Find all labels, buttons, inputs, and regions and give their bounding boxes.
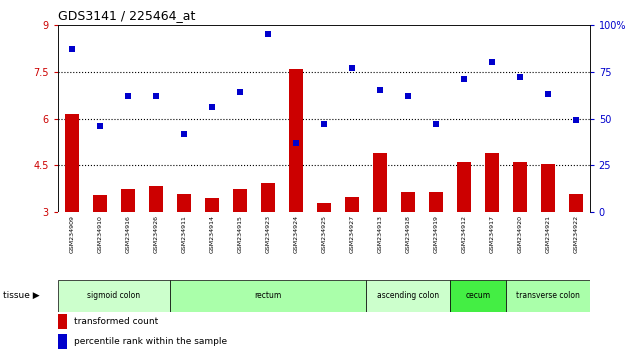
Point bbox=[458, 76, 469, 82]
Text: GSM234911: GSM234911 bbox=[181, 215, 186, 253]
Text: GSM234916: GSM234916 bbox=[125, 215, 130, 253]
Text: sigmoid colon: sigmoid colon bbox=[87, 291, 140, 300]
Text: GSM234914: GSM234914 bbox=[209, 215, 214, 253]
Text: GSM234926: GSM234926 bbox=[153, 215, 158, 253]
Point bbox=[319, 121, 329, 127]
Bar bbox=[58, 334, 67, 348]
Point bbox=[206, 104, 217, 110]
Bar bbox=[288, 69, 303, 212]
Point bbox=[179, 131, 189, 136]
Point bbox=[431, 121, 441, 127]
Text: GSM234915: GSM234915 bbox=[237, 215, 242, 253]
Bar bbox=[261, 183, 275, 212]
Bar bbox=[121, 189, 135, 212]
Point bbox=[67, 46, 77, 52]
Bar bbox=[317, 203, 331, 212]
Text: GSM234925: GSM234925 bbox=[321, 215, 326, 253]
Point bbox=[347, 65, 357, 71]
Text: GSM234912: GSM234912 bbox=[462, 215, 466, 253]
Point bbox=[374, 87, 385, 93]
Text: GSM234920: GSM234920 bbox=[517, 215, 522, 253]
Bar bbox=[170, 280, 366, 312]
Bar bbox=[513, 162, 527, 212]
Text: GSM234922: GSM234922 bbox=[573, 215, 578, 253]
Bar bbox=[93, 195, 106, 212]
Text: GSM234919: GSM234919 bbox=[433, 215, 438, 253]
Text: rectum: rectum bbox=[254, 291, 281, 300]
Text: transformed count: transformed count bbox=[74, 317, 158, 326]
Bar bbox=[485, 153, 499, 212]
Bar bbox=[58, 280, 170, 312]
Text: GSM234924: GSM234924 bbox=[293, 215, 298, 253]
Text: cecum: cecum bbox=[465, 291, 490, 300]
Bar bbox=[366, 280, 450, 312]
Bar bbox=[177, 194, 191, 212]
Bar bbox=[204, 198, 219, 212]
Bar bbox=[372, 153, 387, 212]
Text: GDS3141 / 225464_at: GDS3141 / 225464_at bbox=[58, 9, 195, 22]
Bar bbox=[569, 194, 583, 212]
Text: GSM234923: GSM234923 bbox=[265, 215, 271, 253]
Text: GSM234918: GSM234918 bbox=[405, 215, 410, 253]
Text: GSM234909: GSM234909 bbox=[69, 215, 74, 253]
Point bbox=[151, 93, 161, 99]
Point bbox=[263, 31, 273, 37]
Bar bbox=[345, 197, 359, 212]
Bar bbox=[401, 192, 415, 212]
Bar bbox=[541, 164, 554, 212]
Text: tissue ▶: tissue ▶ bbox=[3, 291, 40, 300]
Point bbox=[235, 90, 245, 95]
Point bbox=[290, 140, 301, 146]
Bar bbox=[506, 280, 590, 312]
Point bbox=[570, 118, 581, 123]
Point bbox=[515, 74, 525, 80]
Bar bbox=[233, 189, 247, 212]
Point bbox=[122, 93, 133, 99]
Text: GSM234921: GSM234921 bbox=[545, 215, 550, 253]
Point bbox=[403, 93, 413, 99]
Bar bbox=[456, 162, 470, 212]
Text: GSM234927: GSM234927 bbox=[349, 215, 354, 253]
Bar bbox=[149, 186, 163, 212]
Point bbox=[487, 59, 497, 65]
Text: GSM234917: GSM234917 bbox=[489, 215, 494, 253]
Text: GSM234910: GSM234910 bbox=[97, 215, 102, 253]
Point bbox=[95, 123, 105, 129]
Text: percentile rank within the sample: percentile rank within the sample bbox=[74, 337, 227, 346]
Bar bbox=[58, 314, 67, 329]
Text: transverse colon: transverse colon bbox=[516, 291, 579, 300]
Point bbox=[542, 91, 553, 97]
Bar bbox=[65, 114, 79, 212]
Bar bbox=[450, 280, 506, 312]
Text: ascending colon: ascending colon bbox=[377, 291, 439, 300]
Bar bbox=[429, 192, 443, 212]
Text: GSM234913: GSM234913 bbox=[377, 215, 382, 253]
